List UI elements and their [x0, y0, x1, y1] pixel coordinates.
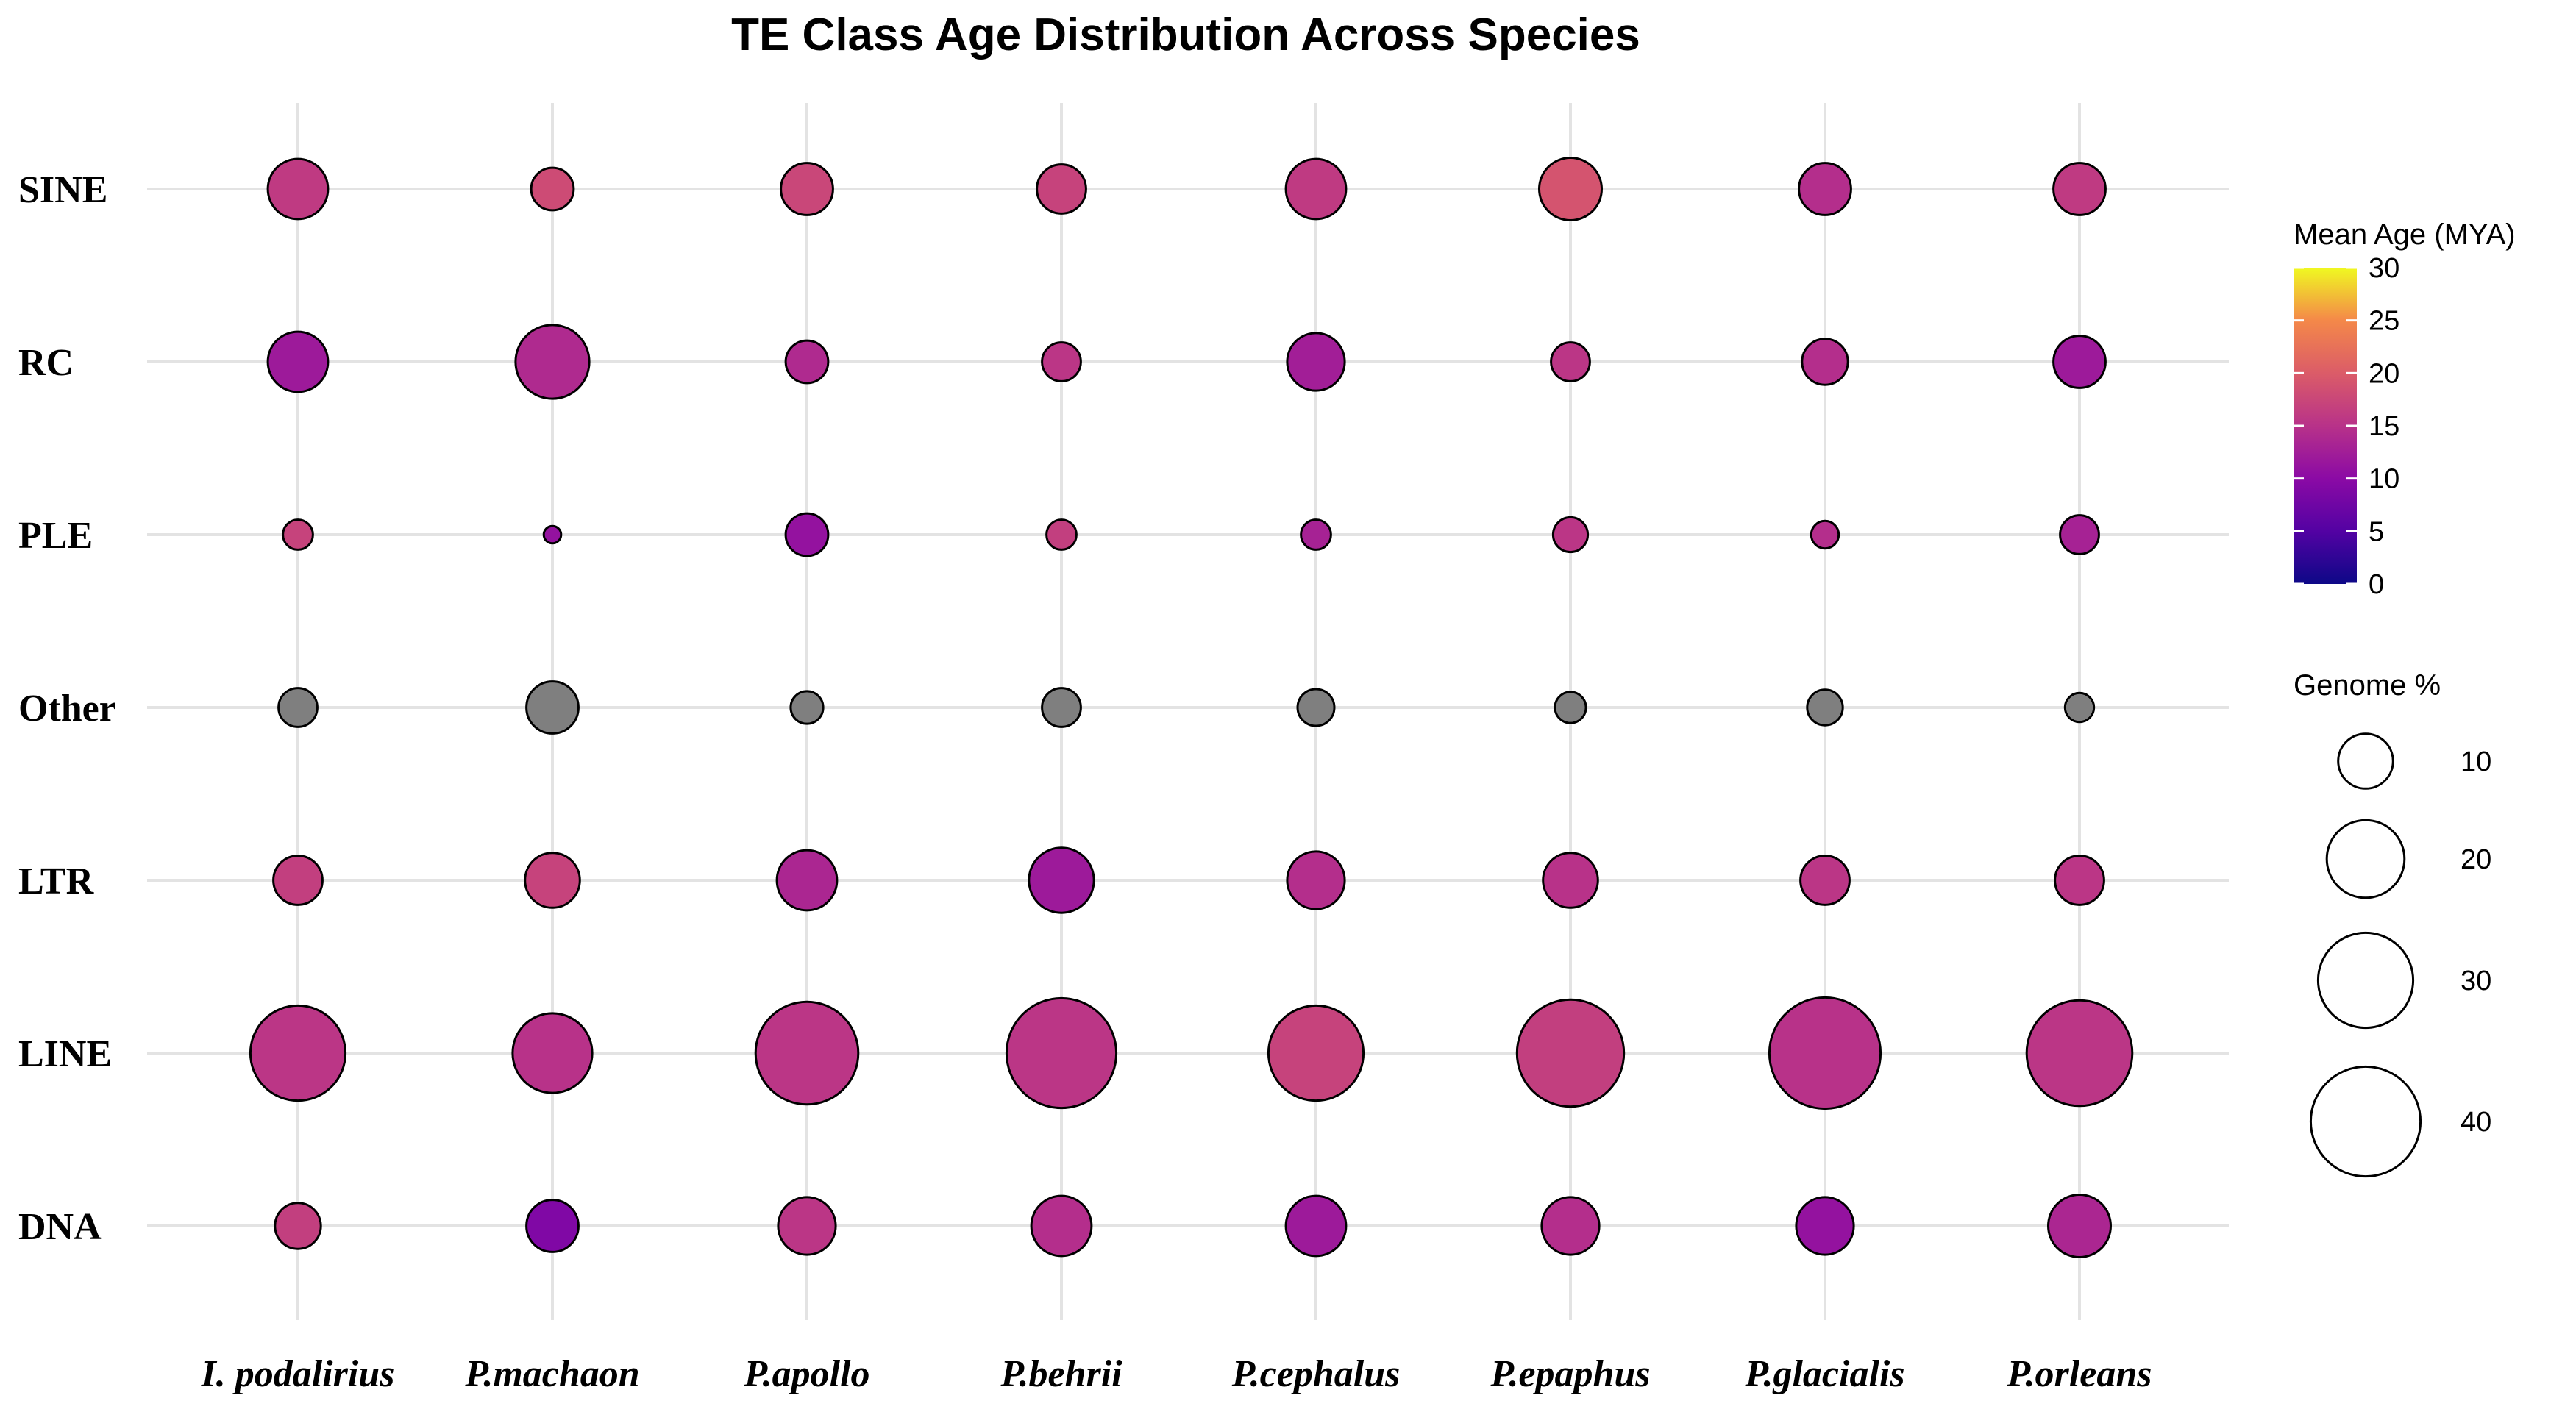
- chart-title: TE Class Age Distribution Across Species: [731, 10, 1640, 60]
- x-tick-p-orleans: P.orleans: [2007, 1353, 2152, 1395]
- point-p-epaphus-dna: [1540, 1196, 1601, 1256]
- point-p-cephalus-ltr: [1286, 850, 1346, 910]
- y-tick-rc: RC: [18, 342, 74, 384]
- point-p-epaphus-rc: [1550, 341, 1591, 382]
- point-p-glacialis-dna: [1795, 1196, 1855, 1256]
- x-tick-p-machaon: P.machaon: [464, 1353, 639, 1395]
- point-p-orleans-line: [2025, 999, 2134, 1108]
- x-tick-p-apollo: P.apollo: [744, 1353, 870, 1395]
- color-tick-label-15: 15: [2369, 411, 2399, 442]
- point-i-podalirius-ltr: [272, 855, 324, 906]
- point-p-orleans-other: [2063, 691, 2096, 724]
- point-i-podalirius-rc: [266, 330, 330, 393]
- y-tick-dna: DNA: [18, 1206, 102, 1248]
- size-legend-items: 10 20 30 40: [2309, 732, 2491, 1178]
- y-tick-ple: PLE: [18, 515, 93, 557]
- color-legend-title: Mean Age (MYA): [2294, 218, 2516, 251]
- color-tick-label-10: 10: [2369, 464, 2399, 495]
- point-p-machaon-ple: [542, 524, 563, 545]
- point-p-glacialis-rc: [1801, 338, 1849, 386]
- size-legend-label-20: 20: [2461, 844, 2491, 875]
- point-i-podalirius-sine: [266, 157, 330, 221]
- y-tick-line: LINE: [18, 1033, 112, 1075]
- point-p-apollo-ltr: [775, 849, 839, 912]
- y-tick-sine: SINE: [18, 169, 107, 211]
- point-p-machaon-line: [511, 1012, 594, 1094]
- color-tick-label-30: 30: [2369, 253, 2399, 284]
- size-legend-circle-40: [2309, 1065, 2422, 1178]
- point-p-cephalus-rc: [1286, 332, 1346, 392]
- x-tick-p-cephalus: P.cephalus: [1231, 1353, 1401, 1395]
- point-p-behrii-other: [1041, 687, 1082, 728]
- point-p-orleans-dna: [2047, 1194, 2112, 1258]
- point-p-behrii-sine: [1036, 163, 1087, 215]
- data-points: [249, 157, 2134, 1258]
- size-legend-label-40: 40: [2461, 1107, 2491, 1138]
- point-i-podalirius-line: [249, 1004, 347, 1102]
- point-p-apollo-other: [789, 690, 825, 725]
- point-p-apollo-line: [754, 1000, 860, 1106]
- point-p-cephalus-other: [1296, 688, 1336, 727]
- color-tick-label-25: 25: [2369, 306, 2399, 337]
- point-p-glacialis-line: [1768, 996, 1882, 1110]
- size-legend: Genome % 10 20 30 40: [2294, 669, 2491, 1178]
- point-p-machaon-rc: [514, 324, 591, 400]
- point-p-cephalus-sine: [1284, 157, 1348, 221]
- point-i-podalirius-dna: [274, 1202, 322, 1250]
- point-p-epaphus-ltr: [1542, 852, 1599, 909]
- point-p-epaphus-line: [1515, 998, 1626, 1108]
- point-p-apollo-rc: [784, 339, 830, 385]
- point-p-orleans-ltr: [2054, 855, 2105, 906]
- point-p-orleans-sine: [2052, 162, 2107, 216]
- size-legend-title: Genome %: [2294, 669, 2441, 702]
- color-legend: Mean Age (MYA) 0 5 10 15 20 25 30: [2294, 218, 2516, 600]
- point-p-cephalus-ple: [1300, 518, 1332, 551]
- size-legend-label-10: 10: [2461, 746, 2491, 777]
- point-p-apollo-sine: [780, 162, 834, 216]
- point-p-orleans-ple: [2059, 514, 2100, 555]
- color-tick-label-20: 20: [2369, 358, 2399, 389]
- point-p-machaon-dna: [525, 1199, 580, 1253]
- point-i-podalirius-ple: [282, 518, 314, 551]
- point-p-apollo-dna: [777, 1196, 837, 1256]
- point-p-glacialis-sine: [1798, 162, 1852, 216]
- point-p-glacialis-other: [1806, 688, 1844, 727]
- point-p-glacialis-ltr: [1799, 855, 1851, 906]
- point-p-epaphus-sine: [1538, 157, 1603, 221]
- point-p-epaphus-ple: [1551, 516, 1590, 554]
- point-p-cephalus-line: [1267, 1004, 1365, 1102]
- point-p-behrii-dna: [1030, 1194, 1093, 1258]
- point-p-machaon-sine: [530, 166, 575, 212]
- point-p-behrii-ple: [1045, 518, 1078, 551]
- y-tick-ltr: LTR: [18, 860, 95, 902]
- x-tick-p-glacialis: P.glacialis: [1744, 1353, 1904, 1395]
- color-tick-label-5: 5: [2369, 516, 2384, 547]
- y-axis-tick-labels: SINE RC PLE Other LTR LINE DNA: [18, 169, 116, 1248]
- color-legend-bar: [2294, 268, 2357, 584]
- point-p-machaon-ltr: [524, 852, 581, 909]
- point-p-epaphus-other: [1554, 691, 1587, 724]
- point-p-cephalus-dna: [1284, 1194, 1348, 1258]
- point-p-machaon-other: [525, 680, 580, 735]
- point-p-glacialis-ple: [1810, 519, 1840, 550]
- size-legend-circle-10: [2337, 732, 2394, 790]
- size-legend-label-30: 30: [2461, 966, 2491, 996]
- color-tick-label-0: 0: [2369, 569, 2384, 600]
- grid-lines: [147, 103, 2229, 1320]
- x-axis-tick-labels: I. podalirius P.machaon P.apollo P.behrii P.…: [201, 1353, 2152, 1395]
- point-p-orleans-rc: [2052, 335, 2107, 389]
- y-tick-other: Other: [18, 688, 116, 730]
- x-tick-i-podalirius: I. podalirius: [201, 1353, 395, 1395]
- point-p-apollo-ple: [784, 512, 830, 557]
- color-legend-ticks: 0 5 10 15 20 25 30: [2294, 253, 2399, 600]
- point-p-behrii-line: [1005, 996, 1118, 1110]
- size-legend-circle-20: [2325, 819, 2406, 899]
- point-i-podalirius-other: [277, 687, 319, 728]
- point-p-behrii-rc: [1041, 341, 1082, 382]
- x-tick-p-behrii: P.behrii: [1000, 1353, 1122, 1395]
- size-legend-circle-30: [2316, 931, 2415, 1030]
- point-p-behrii-ltr: [1028, 846, 1095, 914]
- x-tick-p-epaphus: P.epaphus: [1490, 1353, 1650, 1395]
